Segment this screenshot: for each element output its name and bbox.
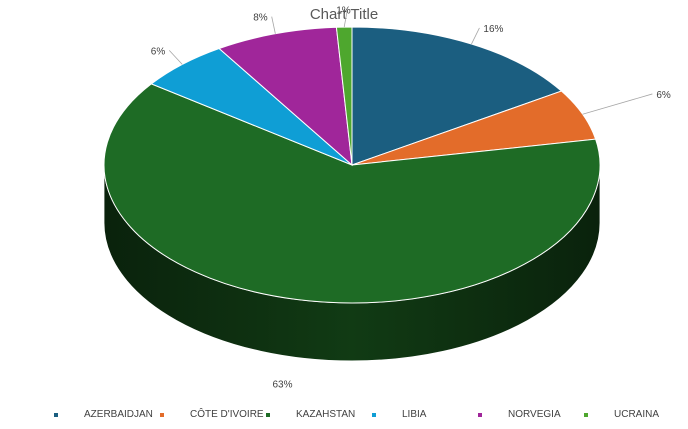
legend-swatch <box>266 413 270 417</box>
leader-line <box>271 16 276 34</box>
legend-label: AZERBAIDJAN <box>84 409 153 420</box>
legend-label: CÔTE D'IVOIRE <box>190 409 264 420</box>
leader-line <box>471 27 480 45</box>
pie-slice-kazahstan <box>103 83 601 304</box>
chart-title: Chart Title <box>309 6 379 23</box>
data-label-norvegia: 8% <box>253 13 268 24</box>
data-label-libia: 6% <box>151 46 166 57</box>
data-label-c-te-d-ivoire: 6% <box>656 90 671 101</box>
data-label-ucraina: 1% <box>336 5 351 16</box>
data-label-kazahstan: 63% <box>272 380 292 391</box>
legend-label: UCRAINA <box>614 409 660 420</box>
legend-label: LIBIA <box>402 409 427 420</box>
pie-slice-azerbaidjan <box>351 26 563 166</box>
legend-swatch <box>372 413 376 417</box>
legend-label: KAZAHSTAN <box>296 409 356 420</box>
legend: AZERBAIDJAN CÔTE D'IVOIRE KAZAHSTAN LIBIA NO… <box>0 408 688 424</box>
leader-line <box>168 50 183 65</box>
leader-line <box>343 9 348 28</box>
legend-swatch <box>584 413 588 417</box>
legend-label: NORVEGIA <box>508 409 561 420</box>
legend-swatch <box>160 413 164 417</box>
leader-line <box>582 93 653 115</box>
data-label-azerbaidjan: 16% <box>483 24 503 35</box>
legend-swatch <box>54 413 58 417</box>
legend-swatch <box>478 413 482 417</box>
